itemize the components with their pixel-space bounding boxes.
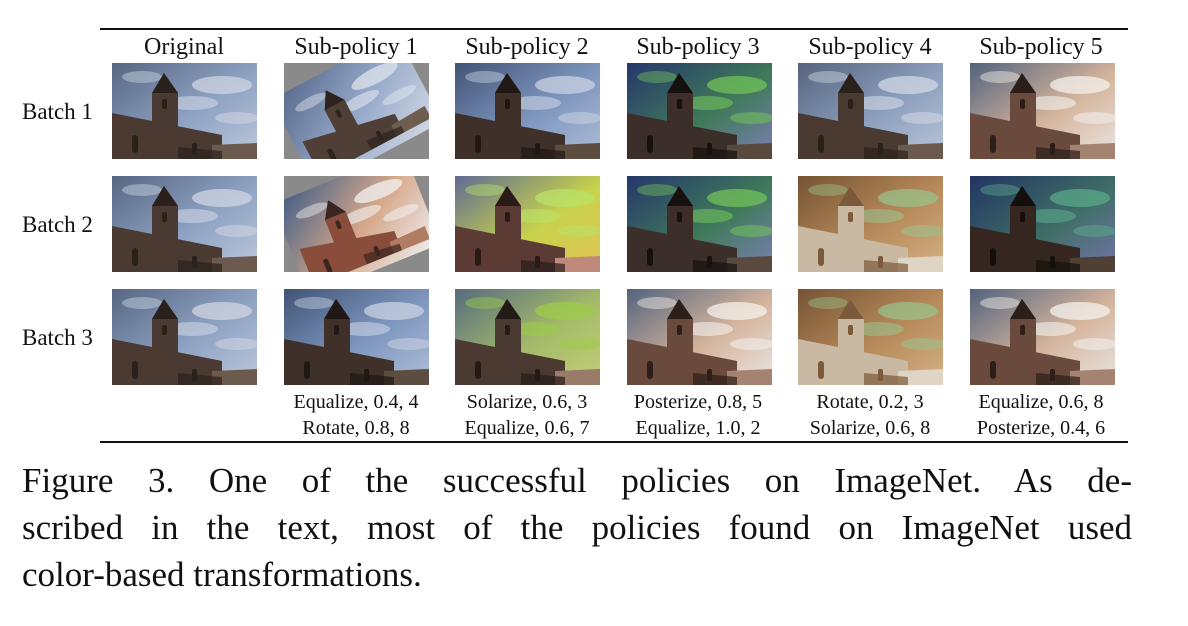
subpolicy-5-ops: Equalize, 0.6, 8 Posterize, 0.4, 6: [956, 389, 1126, 441]
subpolicy-1-op2: Rotate, 0.8, 8: [302, 417, 410, 439]
church-photo: [970, 176, 1115, 272]
column-header-original: Original: [144, 34, 224, 60]
thumbnail-r1-c5: [798, 63, 943, 159]
subpolicy-3-op2: Equalize, 1.0, 2: [635, 417, 761, 439]
church-photo: [455, 63, 600, 159]
caption-line-3: color-based transformations.: [22, 555, 422, 594]
subpolicy-4-op2: Solarize, 0.6, 8: [809, 417, 931, 439]
caption-line-1: Figure 3. One of the successful policies…: [22, 461, 1132, 500]
caption-line-2: scribed in the text, most of the policie…: [22, 508, 1132, 547]
church-photo: [627, 289, 772, 385]
thumbnail-r3-c3: [455, 289, 600, 385]
church-photo: [970, 289, 1115, 385]
church-photo: [284, 289, 429, 385]
column-header-subpolicy-2: Sub-policy 2: [465, 34, 589, 60]
table-bottom-rule: [100, 441, 1128, 443]
thumbnail-r1-c6: [970, 63, 1115, 159]
thumbnail-r1-c2: [284, 63, 429, 159]
church-photo: [112, 63, 257, 159]
thumbnail-r2-c6: [970, 176, 1115, 272]
figure-caption: Figure 3. One of the successful policies…: [22, 457, 1132, 598]
thumbnail-r2-c1: [112, 176, 257, 272]
thumbnail-r1-c4: [627, 63, 772, 159]
subpolicy-2-ops: Solarize, 0.6, 3 Equalize, 0.6, 7: [442, 389, 612, 441]
row-header-batch-1: Batch 1: [22, 99, 93, 124]
column-header-subpolicy-3: Sub-policy 3: [636, 34, 760, 60]
subpolicy-5-op1: Equalize, 0.6, 8: [978, 391, 1104, 413]
church-photo: [284, 63, 429, 159]
column-header-subpolicy-1: Sub-policy 1: [294, 34, 418, 60]
row-header-batch-3: Batch 3: [22, 325, 93, 350]
thumbnail-r3-c6: [970, 289, 1115, 385]
church-photo: [627, 176, 772, 272]
subpolicy-2-op2: Equalize, 0.6, 7: [464, 417, 590, 439]
church-photo: [798, 289, 943, 385]
church-photo: [627, 63, 772, 159]
table-top-rule: [100, 28, 1128, 30]
church-photo: [284, 176, 429, 272]
subpolicy-4-ops: Rotate, 0.2, 3 Solarize, 0.6, 8: [785, 389, 955, 441]
subpolicy-5-op2: Posterize, 0.4, 6: [976, 417, 1106, 439]
thumbnail-r2-c2: [284, 176, 429, 272]
thumbnail-r3-c5: [798, 289, 943, 385]
thumbnail-r2-c3: [455, 176, 600, 272]
church-photo: [455, 289, 600, 385]
thumbnail-r2-c5: [798, 176, 943, 272]
thumbnail-r1-c3: [455, 63, 600, 159]
thumbnail-r2-c4: [627, 176, 772, 272]
subpolicy-3-ops: Posterize, 0.8, 5 Equalize, 1.0, 2: [613, 389, 783, 441]
subpolicy-1-op1: Equalize, 0.4, 4: [293, 391, 419, 413]
thumbnail-r3-c4: [627, 289, 772, 385]
row-header-batch-2: Batch 2: [22, 212, 93, 237]
thumbnail-r3-c2: [284, 289, 429, 385]
subpolicy-2-op1: Solarize, 0.6, 3: [466, 391, 588, 413]
church-photo: [798, 176, 943, 272]
subpolicy-1-ops: Equalize, 0.4, 4 Rotate, 0.8, 8: [271, 389, 441, 441]
church-photo: [112, 289, 257, 385]
thumbnail-r1-c1: [112, 63, 257, 159]
subpolicy-3-op1: Posterize, 0.8, 5: [633, 391, 763, 413]
church-photo: [112, 176, 257, 272]
church-photo: [970, 63, 1115, 159]
column-header-subpolicy-5: Sub-policy 5: [979, 34, 1103, 60]
column-header-subpolicy-4: Sub-policy 4: [808, 34, 932, 60]
church-photo: [455, 176, 600, 272]
church-photo: [798, 63, 943, 159]
subpolicy-4-op1: Rotate, 0.2, 3: [816, 391, 924, 413]
thumbnail-r3-c1: [112, 289, 257, 385]
